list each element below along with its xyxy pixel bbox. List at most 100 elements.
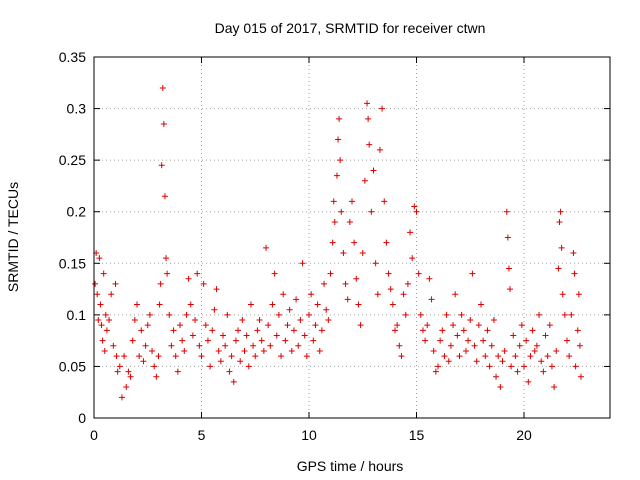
- data-point: [389, 301, 396, 308]
- data-point: [482, 353, 489, 360]
- data-point: [98, 322, 105, 329]
- data-point: [419, 327, 426, 334]
- data-point: [151, 363, 158, 370]
- data-point: [108, 291, 115, 298]
- data-point: [310, 337, 317, 344]
- data-point: [157, 280, 164, 287]
- chart-title: Day 015 of 2017, SRMTID for receiver ctw…: [215, 20, 486, 36]
- data-point: [508, 363, 515, 370]
- data-point: [260, 347, 267, 354]
- data-point: [536, 311, 543, 318]
- data-point: [467, 317, 474, 324]
- data-point: [385, 270, 392, 277]
- data-point: [153, 373, 160, 380]
- data-point: [235, 327, 242, 334]
- data-point: [555, 265, 562, 272]
- data-points: [92, 84, 584, 401]
- data-point: [556, 219, 563, 226]
- data-point: [548, 363, 555, 370]
- data-point: [273, 332, 280, 339]
- data-point: [211, 306, 218, 313]
- data-point: [118, 394, 125, 401]
- data-point: [185, 275, 192, 282]
- data-point: [198, 353, 205, 360]
- data-point: [213, 286, 220, 293]
- data-point: [275, 311, 282, 318]
- data-point: [469, 270, 476, 277]
- data-point: [400, 291, 407, 298]
- data-point: [245, 363, 252, 370]
- data-point: [404, 280, 411, 287]
- data-point: [480, 337, 487, 344]
- data-point: [512, 353, 519, 360]
- data-point: [342, 280, 349, 287]
- data-point: [297, 317, 304, 324]
- data-point: [571, 270, 578, 277]
- data-point: [156, 301, 163, 308]
- data-point: [243, 332, 250, 339]
- data-point: [106, 317, 113, 324]
- data-point: [172, 353, 179, 360]
- data-point: [258, 337, 265, 344]
- y-axis-label: SRMTID / TECUs: [5, 182, 21, 292]
- data-point: [335, 136, 342, 143]
- data-point: [486, 363, 493, 370]
- data-point: [424, 322, 431, 329]
- data-point: [168, 342, 175, 349]
- data-point: [204, 337, 211, 344]
- data-point: [337, 157, 344, 164]
- data-point: [460, 327, 467, 334]
- data-point: [112, 280, 119, 287]
- data-point: [144, 322, 151, 329]
- data-point: [346, 219, 353, 226]
- x-axis-label: GPS time / hours: [297, 458, 404, 474]
- data-point: [503, 208, 510, 215]
- data-point: [331, 219, 338, 226]
- y-tick-label: 0.15: [59, 255, 86, 271]
- data-point: [280, 291, 287, 298]
- data-point: [505, 265, 512, 272]
- data-point: [207, 363, 214, 370]
- data-point: [183, 311, 190, 318]
- data-point: [220, 332, 226, 339]
- data-point: [271, 270, 278, 277]
- data-point: [475, 322, 482, 329]
- data-point: [411, 203, 418, 210]
- data-point: [174, 368, 181, 375]
- data-point: [521, 363, 527, 370]
- axis-ticks: 0 0.05 0.1 0.15 0.2 0.25 0.3 0.35 0 5 10 15 20: [59, 49, 610, 443]
- data-point: [447, 342, 454, 349]
- data-point: [250, 342, 257, 349]
- data-point: [523, 337, 530, 344]
- data-point: [265, 322, 272, 329]
- data-point: [160, 121, 167, 128]
- data-point: [488, 342, 495, 349]
- data-point: [113, 353, 120, 360]
- data-point: [340, 249, 347, 256]
- data-point: [252, 353, 259, 360]
- data-point: [290, 327, 297, 334]
- data-point: [284, 322, 291, 329]
- data-point: [439, 327, 446, 334]
- data-point: [443, 311, 450, 318]
- data-point: [518, 322, 525, 329]
- data-point: [200, 280, 207, 287]
- data-point: [170, 327, 177, 334]
- data-point: [374, 291, 381, 298]
- data-point: [415, 270, 422, 277]
- data-point: [577, 373, 584, 380]
- data-point: [226, 368, 233, 375]
- data-point: [349, 198, 355, 205]
- data-point: [413, 208, 420, 215]
- data-point: [222, 342, 229, 349]
- data-point: [301, 332, 308, 339]
- data-point: [553, 347, 560, 354]
- data-point: [504, 234, 511, 241]
- data-point: [561, 311, 568, 318]
- data-point: [514, 368, 521, 375]
- data-point: [241, 347, 248, 354]
- data-point: [484, 327, 491, 334]
- data-point: [366, 141, 373, 148]
- data-point: [142, 342, 149, 349]
- data-point: [92, 280, 99, 287]
